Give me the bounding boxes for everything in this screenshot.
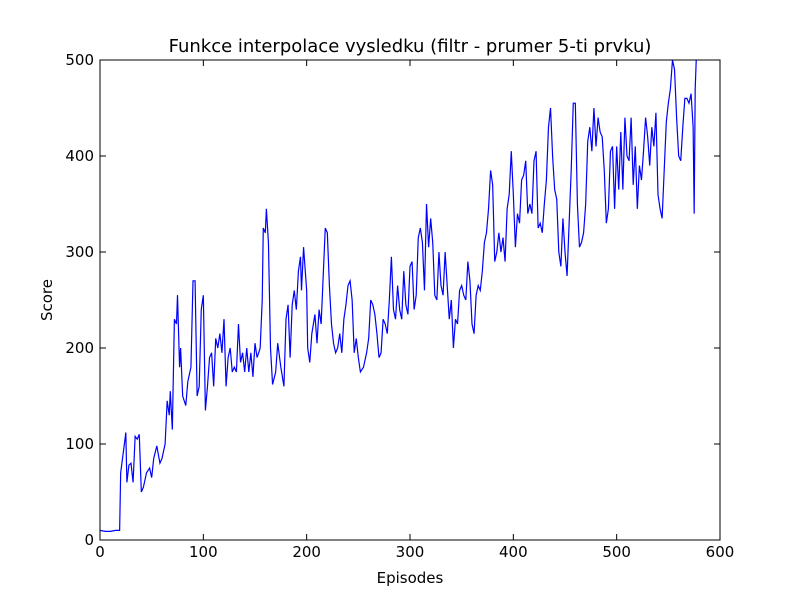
data-line bbox=[99, 59, 697, 532]
chart-title: Funkce interpolace vysledku (filtr - pru… bbox=[169, 36, 652, 57]
y-tick-label: 500 bbox=[65, 51, 94, 69]
x-tick-label: 100 bbox=[189, 543, 218, 561]
x-tick-label: 500 bbox=[602, 543, 631, 561]
y-tick-label: 400 bbox=[65, 147, 94, 165]
y-tick-label: 0 bbox=[84, 531, 94, 549]
y-tick-label: 100 bbox=[65, 435, 94, 453]
x-tick-label: 600 bbox=[706, 543, 735, 561]
x-tick-label: 200 bbox=[292, 543, 321, 561]
x-tick-label: 0 bbox=[95, 543, 105, 561]
x-axis-label: Episodes bbox=[377, 569, 444, 587]
y-tick-label: 300 bbox=[65, 243, 94, 261]
x-tick-label: 300 bbox=[396, 543, 425, 561]
axes-frame bbox=[99, 59, 721, 541]
y-tick-label: 200 bbox=[65, 339, 94, 357]
y-axis-label: Score bbox=[38, 279, 56, 321]
x-tick-label: 400 bbox=[499, 543, 528, 561]
